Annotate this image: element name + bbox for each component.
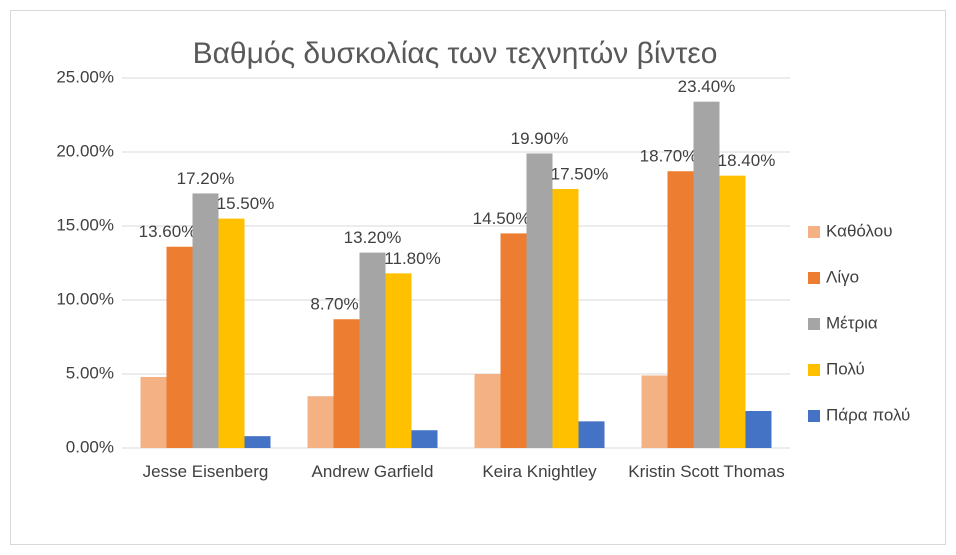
bar [641,375,668,448]
bar [526,153,553,449]
y-tick-label: 15.00% [56,215,114,234]
bar [693,101,720,449]
legend-swatch [808,226,820,238]
bar [192,193,219,448]
x-tick-label: Jesse Eisenberg [142,462,269,481]
bar [411,430,438,448]
legend-label: Πάρα πολύ [826,405,910,424]
x-tick-label: Kristin Scott Thomas [628,462,785,481]
x-tick-label: Andrew Garfield [311,462,434,481]
data-label: 23.40% [678,77,736,96]
y-tick-label: 10.00% [56,289,114,308]
data-label: 13.60% [139,222,197,241]
legend-label: Πολύ [826,359,865,378]
chart-title: Βαθμός δυσκολίας των τεχνητών βίντεο [193,37,718,70]
x-tick-label-box: Andrew Garfield [311,462,434,481]
y-tick-label: 5.00% [66,363,114,382]
bar [719,175,746,448]
legend-label: Λίγο [826,267,859,286]
x-tick-label-box: Jesse Eisenberg [142,462,269,481]
x-tick-label: Keira Knightley [482,462,597,481]
bar [745,411,772,448]
bar [218,218,245,448]
bar [552,189,579,448]
data-label: 17.20% [177,169,235,188]
data-label: 18.40% [718,151,776,170]
y-tick-label: 0.00% [66,437,114,456]
bar [333,319,360,448]
x-tick-label-box: Kristin Scott Thomas [628,462,785,481]
legend-swatch [808,272,820,284]
legend-swatch [808,410,820,422]
bar [140,376,167,448]
bar [166,246,193,448]
bar [244,436,271,448]
bar [359,252,386,448]
chart-border [10,10,946,545]
legend-label: Καθόλου [826,221,893,240]
bar [474,374,501,448]
legend-swatch [808,318,820,330]
x-tick-label-box: Keira Knightley [482,462,597,481]
legend-label: Μέτρια [826,313,878,332]
data-label: 18.70% [640,147,698,166]
y-tick-label: 20.00% [56,141,114,160]
legend-swatch [808,364,820,376]
data-label: 19.90% [511,129,569,148]
data-label: 17.50% [551,164,609,183]
bar [578,421,605,448]
data-label: 11.80% [384,249,440,268]
data-label: 8.70% [310,295,358,314]
y-tick-label: 25.00% [56,67,114,86]
data-label: 13.20% [344,228,402,247]
bar [385,273,412,448]
data-label: 14.50% [473,209,531,228]
data-label: 15.50% [217,194,275,213]
bar [500,233,527,448]
bar [307,396,334,448]
bar [667,171,694,449]
